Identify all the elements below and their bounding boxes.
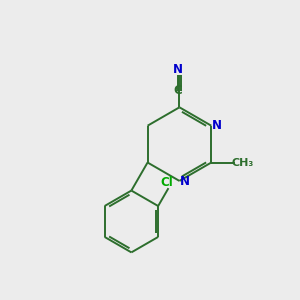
Text: CH₃: CH₃ xyxy=(232,158,254,167)
Text: Cl: Cl xyxy=(160,176,173,189)
Text: C: C xyxy=(174,84,182,97)
Text: N: N xyxy=(173,63,183,76)
Text: N: N xyxy=(180,175,190,188)
Text: N: N xyxy=(212,118,222,132)
